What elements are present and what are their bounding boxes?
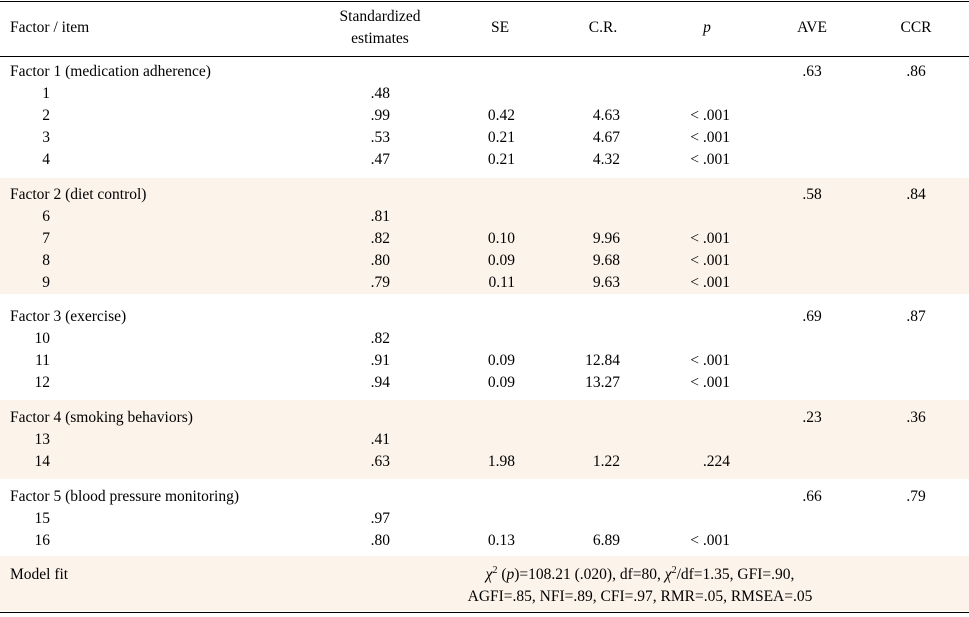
factor-label: Factor 1 (medication adherence)	[10, 63, 211, 80]
factor-ccr: .84	[906, 186, 926, 203]
item-number: 11	[35, 352, 50, 369]
item-est: .91	[370, 352, 390, 369]
header-rule	[0, 56, 969, 57]
item-p: < .001	[690, 230, 730, 247]
item-p: < .001	[690, 129, 730, 146]
item-est: .48	[370, 85, 390, 102]
item-est: .41	[370, 431, 390, 448]
item-est: .94	[370, 374, 390, 391]
header-se: SE	[490, 19, 510, 36]
item-cr: 13.27	[585, 374, 620, 391]
factor-ave: .66	[802, 488, 822, 505]
item-se: 0.42	[487, 107, 515, 124]
item-p: < .001	[690, 151, 730, 168]
factor-ccr: .86	[906, 63, 926, 80]
item-se: 0.11	[488, 274, 515, 291]
item-number: 13	[34, 431, 51, 448]
header-factor-item: Factor / item	[10, 19, 90, 36]
item-se: 0.09	[487, 252, 515, 269]
item-number: 14	[34, 453, 51, 470]
item-p: < .001	[690, 252, 730, 269]
item-number: 7	[42, 230, 50, 247]
header-cr: C.R.	[588, 19, 618, 36]
item-est: .81	[370, 208, 390, 225]
item-est: .53	[370, 129, 390, 146]
factor-label: Factor 5 (blood pressure monitoring)	[10, 488, 240, 505]
item-se: 0.10	[487, 230, 515, 247]
factor-label: Factor 3 (exercise)	[10, 308, 127, 325]
item-number: 6	[42, 208, 50, 225]
item-se: 0.21	[487, 129, 515, 146]
header-std-est-line2: estimates	[351, 30, 409, 47]
item-p: < .001	[690, 274, 730, 291]
factor-label: Factor 2 (diet control)	[10, 186, 147, 203]
bottom-rule	[0, 612, 969, 613]
item-p: .224	[702, 453, 730, 470]
model-fit-band	[0, 556, 969, 611]
item-est: .82	[370, 230, 390, 247]
factor-ave: .63	[802, 63, 822, 80]
item-number: 12	[34, 374, 51, 391]
item-cr: 9.68	[592, 252, 620, 269]
item-se: 0.13	[487, 532, 515, 549]
item-est: .63	[370, 453, 390, 470]
factor-ccr: .79	[906, 488, 926, 505]
item-est: .47	[370, 151, 390, 168]
item-number: 3	[42, 129, 50, 146]
item-se: 0.09	[487, 352, 515, 369]
factor-ccr: .87	[906, 308, 926, 325]
item-cr: 9.96	[592, 230, 620, 247]
item-number: 16	[34, 532, 51, 549]
item-cr: 4.67	[592, 129, 620, 146]
item-number: 1	[42, 85, 50, 102]
model-fit-line1: χ2 (p)=108.21 (.020), df=80, χ2/df=1.35,…	[485, 564, 795, 583]
item-p: < .001	[690, 352, 730, 369]
factor-ave: .69	[802, 308, 822, 325]
item-est: .99	[370, 107, 390, 124]
top-rule	[0, 1, 969, 2]
item-cr: 12.84	[585, 352, 620, 369]
model-fit-line2: AGFI=.85, NFI=.89, CFI=.97, RMR=.05, RMS…	[467, 588, 813, 605]
factor-band	[0, 400, 969, 479]
item-p: < .001	[690, 532, 730, 549]
factor-ave: .58	[802, 186, 822, 203]
item-se: 1.98	[487, 453, 515, 470]
item-est: .80	[370, 532, 390, 549]
factor-ccr: .36	[906, 409, 926, 426]
item-se: 0.21	[487, 151, 515, 168]
header-ave: AVE	[797, 19, 827, 36]
item-est: .79	[370, 274, 390, 291]
factor-label: Factor 4 (smoking behaviors)	[10, 409, 193, 426]
item-cr: 6.89	[592, 532, 620, 549]
item-est: .97	[370, 510, 390, 527]
item-number: 4	[42, 151, 50, 168]
item-se: 0.09	[487, 374, 515, 391]
header-p: p	[703, 19, 711, 36]
item-cr: 4.63	[592, 107, 620, 124]
model-fit-label: Model fit	[10, 566, 69, 583]
item-number: 2	[42, 107, 50, 124]
item-est: .82	[370, 330, 390, 347]
item-p: < .001	[690, 107, 730, 124]
item-cr: 1.22	[592, 453, 620, 470]
factor-band	[0, 178, 969, 294]
item-number: 15	[34, 510, 51, 527]
factor-ave: .23	[802, 409, 822, 426]
item-p: < .001	[690, 374, 730, 391]
item-number: 9	[42, 274, 50, 291]
header-std-est-line1: Standardized	[339, 8, 421, 25]
item-cr: 4.32	[592, 151, 620, 168]
header-ccr: CCR	[900, 19, 932, 36]
item-est: .80	[370, 252, 390, 269]
item-number: 10	[34, 330, 51, 347]
item-cr: 9.63	[592, 274, 620, 291]
item-number: 8	[42, 252, 50, 269]
